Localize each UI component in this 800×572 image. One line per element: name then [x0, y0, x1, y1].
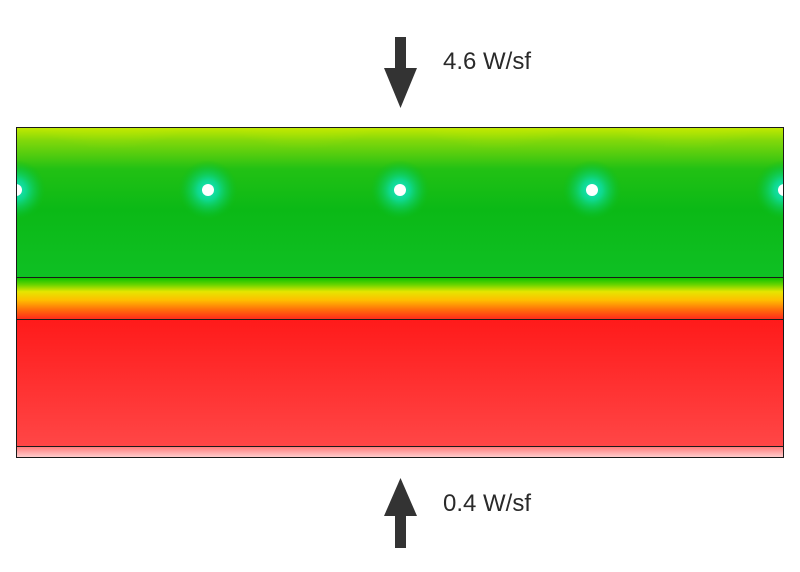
tube: [202, 184, 214, 196]
tube-halo: [16, 160, 46, 220]
transition-layer: [16, 277, 784, 319]
layer-outlines: [16, 127, 784, 458]
tube-halo: [754, 160, 784, 220]
slab-layer: [16, 127, 784, 277]
arrow-down-icon: [384, 37, 417, 108]
tube: [586, 184, 598, 196]
surface-crest: [415, 127, 577, 182]
surface-crest: [607, 127, 769, 182]
surface-crest: [31, 127, 193, 182]
insulation-layer: [16, 319, 784, 446]
bottom-flux-label: 0.4 W/sf: [443, 490, 532, 517]
surface-crest: [223, 127, 385, 182]
top-flux-label: 4.6 W/sf: [443, 48, 532, 75]
arrow-up-icon: [384, 478, 417, 548]
bottom-layer: [16, 446, 784, 458]
tube: [394, 184, 406, 196]
